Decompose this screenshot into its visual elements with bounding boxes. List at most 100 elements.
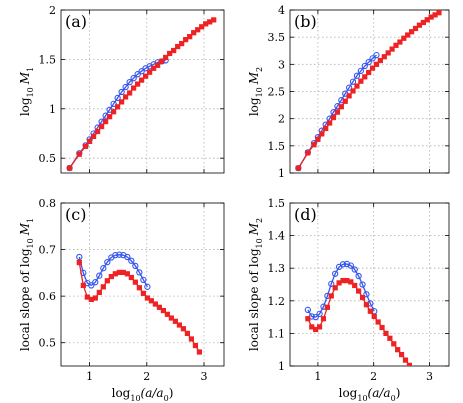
data-point-square xyxy=(163,54,169,61)
x-axis-label-rest: (a/a xyxy=(368,386,391,400)
data-point-circle xyxy=(100,265,107,272)
y-axis-label-sub-base: 10 xyxy=(26,238,35,248)
data-point-square xyxy=(352,282,358,289)
y-tick-label: 0.8 xyxy=(39,197,57,210)
data-point-square xyxy=(195,27,201,33)
data-point-square xyxy=(358,78,364,84)
data-point-square xyxy=(338,104,344,110)
x-tick-label: 1 xyxy=(86,370,93,383)
data-point-square xyxy=(412,25,419,32)
data-point-square xyxy=(144,295,150,301)
y-tick-label: 1 xyxy=(278,360,285,373)
data-point-square xyxy=(375,319,381,325)
data-point-square xyxy=(92,295,98,301)
series-line xyxy=(78,262,200,353)
data-point-square xyxy=(319,131,325,137)
data-point-square xyxy=(395,347,401,353)
y-axis-label: log10 M2 xyxy=(247,67,264,116)
data-point-square xyxy=(176,322,182,328)
data-point-square xyxy=(305,150,311,156)
data-point-square xyxy=(192,342,199,349)
data-point-square xyxy=(405,32,411,38)
y-axis-label-main: log xyxy=(247,97,261,116)
data-point-square xyxy=(164,311,170,317)
data-point-square xyxy=(323,125,329,132)
panel-label: (a) xyxy=(65,12,87,31)
data-point-square xyxy=(367,308,373,314)
data-point-square xyxy=(135,81,141,87)
data-area xyxy=(304,260,412,366)
data-point-circle xyxy=(304,306,312,314)
data-point-circle xyxy=(122,83,129,91)
data-point-square xyxy=(196,349,203,355)
data-point-square xyxy=(91,133,97,140)
data-point-circle xyxy=(328,280,335,287)
data-point-circle xyxy=(316,310,323,317)
data-point-square xyxy=(179,40,185,47)
y-axis-label-sub-base: 10 xyxy=(255,87,264,97)
data-point-square xyxy=(348,279,354,285)
data-point-square xyxy=(406,362,412,366)
data-point-square xyxy=(366,69,372,76)
data-point-circle xyxy=(144,283,151,290)
data-point-square xyxy=(183,37,189,43)
data-point-square xyxy=(107,114,113,120)
data-area xyxy=(295,10,442,172)
data-point-square xyxy=(327,120,333,126)
y-axis-label-var-sub: 1 xyxy=(26,67,35,72)
panel-0: 0.511.52(a)log10M1 xyxy=(18,4,225,174)
x-tick-label: 3 xyxy=(200,370,207,383)
data-point-square xyxy=(184,330,190,337)
data-point-square xyxy=(187,34,193,40)
data-point-square xyxy=(111,109,117,115)
data-point-square xyxy=(103,119,109,125)
data-point-circle xyxy=(345,84,353,91)
data-point-circle xyxy=(116,251,123,258)
data-point-square xyxy=(383,330,389,337)
data-point-square xyxy=(409,29,415,35)
data-point-circle xyxy=(88,282,95,289)
y-tick-label: 1 xyxy=(278,167,285,180)
data-point-square xyxy=(127,90,133,96)
data-point-circle xyxy=(134,71,141,78)
y-tick-label: 0.5 xyxy=(39,152,57,165)
y-axis-label: log10 M1 xyxy=(18,67,35,116)
panel-1: 11.522.533.54(b)log10M2 xyxy=(247,4,450,180)
x-axis-label-close: ) xyxy=(169,386,174,400)
data-point-square xyxy=(359,294,366,301)
y-axis-label-var-sub: 2 xyxy=(255,67,264,72)
y-tick-label: 1.2 xyxy=(268,295,286,308)
data-point-square xyxy=(131,85,137,91)
data-point-square xyxy=(385,50,391,56)
data-point-circle xyxy=(373,51,380,59)
y-tick-label: 2 xyxy=(49,4,56,17)
data-point-square xyxy=(128,274,134,281)
data-point-square xyxy=(95,128,101,135)
data-point-square xyxy=(398,351,405,358)
data-point-square xyxy=(362,74,368,80)
data-point-circle xyxy=(140,276,147,283)
data-point-square xyxy=(143,73,149,79)
x-axis-label-rest: (a/a xyxy=(141,386,164,400)
data-point-square xyxy=(188,336,195,342)
data-point-square xyxy=(151,65,157,71)
y-tick-label: 1.1 xyxy=(268,327,286,340)
data-point-circle xyxy=(347,262,354,269)
data-point-square xyxy=(211,17,217,23)
data-point-square xyxy=(393,42,399,48)
data-point-square xyxy=(379,324,385,331)
data-point-circle xyxy=(132,262,139,270)
data-point-square xyxy=(387,335,393,341)
y-axis-label-main: log xyxy=(18,97,32,116)
data-point-square xyxy=(136,285,142,291)
y-axis-label-sub-base: 10 xyxy=(26,87,35,97)
y-tick-label: 1 xyxy=(49,103,56,116)
panel-label: (b) xyxy=(294,12,317,31)
data-point-square xyxy=(316,324,323,330)
y-axis-label-var: M xyxy=(247,222,261,236)
data-point-circle xyxy=(361,62,368,70)
data-point-circle xyxy=(118,88,125,96)
y-axis-label-var-sub: 2 xyxy=(255,218,264,223)
x-axis-label-sub-base: 10 xyxy=(130,394,140,403)
